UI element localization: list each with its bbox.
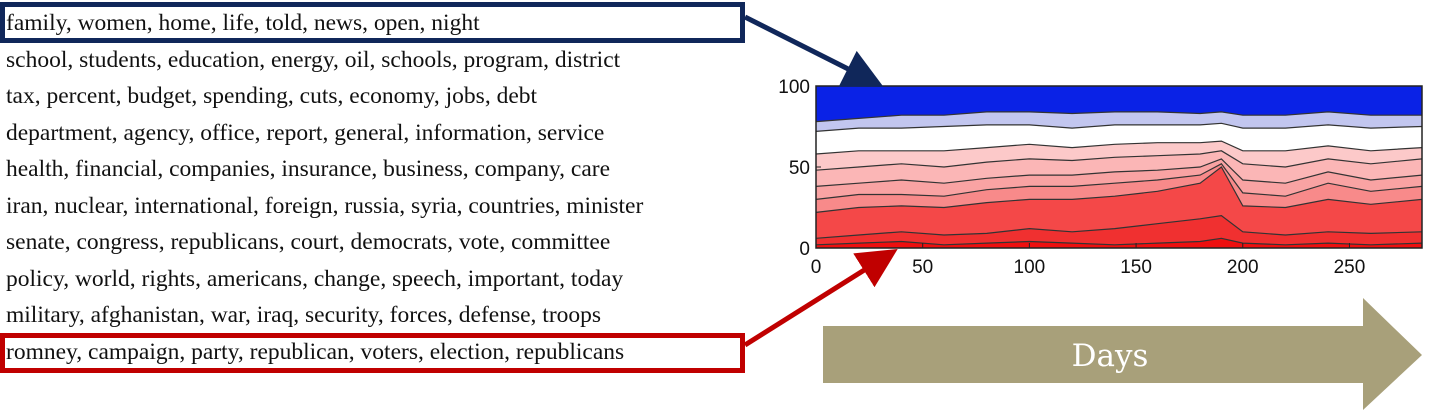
area-layers [816, 86, 1422, 248]
bottom-highlight-box [0, 333, 745, 373]
y-tick-label: 0 [799, 239, 810, 260]
x-tick-label: 150 [1120, 257, 1152, 278]
x-tick-label: 100 [1014, 257, 1046, 278]
topic-list: family, women, home, life, told, news, o… [6, 5, 643, 370]
arrow-label: Days [1072, 338, 1149, 374]
stacked-area-chart: 0 50 100 150 200 250 0 50 100 [760, 70, 1430, 290]
topic-line: health, financial, companies, insurance,… [6, 151, 643, 188]
y-tick-label: 100 [778, 77, 810, 98]
topic-line: tax, percent, budget, spending, cuts, ec… [6, 78, 643, 115]
topic-line: military, afghanistan, war, iraq, securi… [6, 297, 643, 334]
x-tick-label: 50 [912, 257, 933, 278]
y-tick-label: 50 [789, 158, 810, 179]
topic-line: senate, congress, republicans, court, de… [6, 224, 643, 261]
x-tick-label: 0 [811, 257, 822, 278]
topic-line: department, agency, office, report, gene… [6, 115, 643, 152]
days-arrow: Days [820, 298, 1425, 413]
topic-line: policy, world, rights, americans, change… [6, 261, 643, 298]
top-highlight-box [0, 2, 745, 43]
x-tick-label: 200 [1227, 257, 1259, 278]
x-tick-label: 250 [1334, 257, 1366, 278]
topic-line: iran, nuclear, international, foreign, r… [6, 188, 643, 225]
topic-line: school, students, education, energy, oil… [6, 42, 643, 79]
plot-area [816, 86, 1422, 248]
